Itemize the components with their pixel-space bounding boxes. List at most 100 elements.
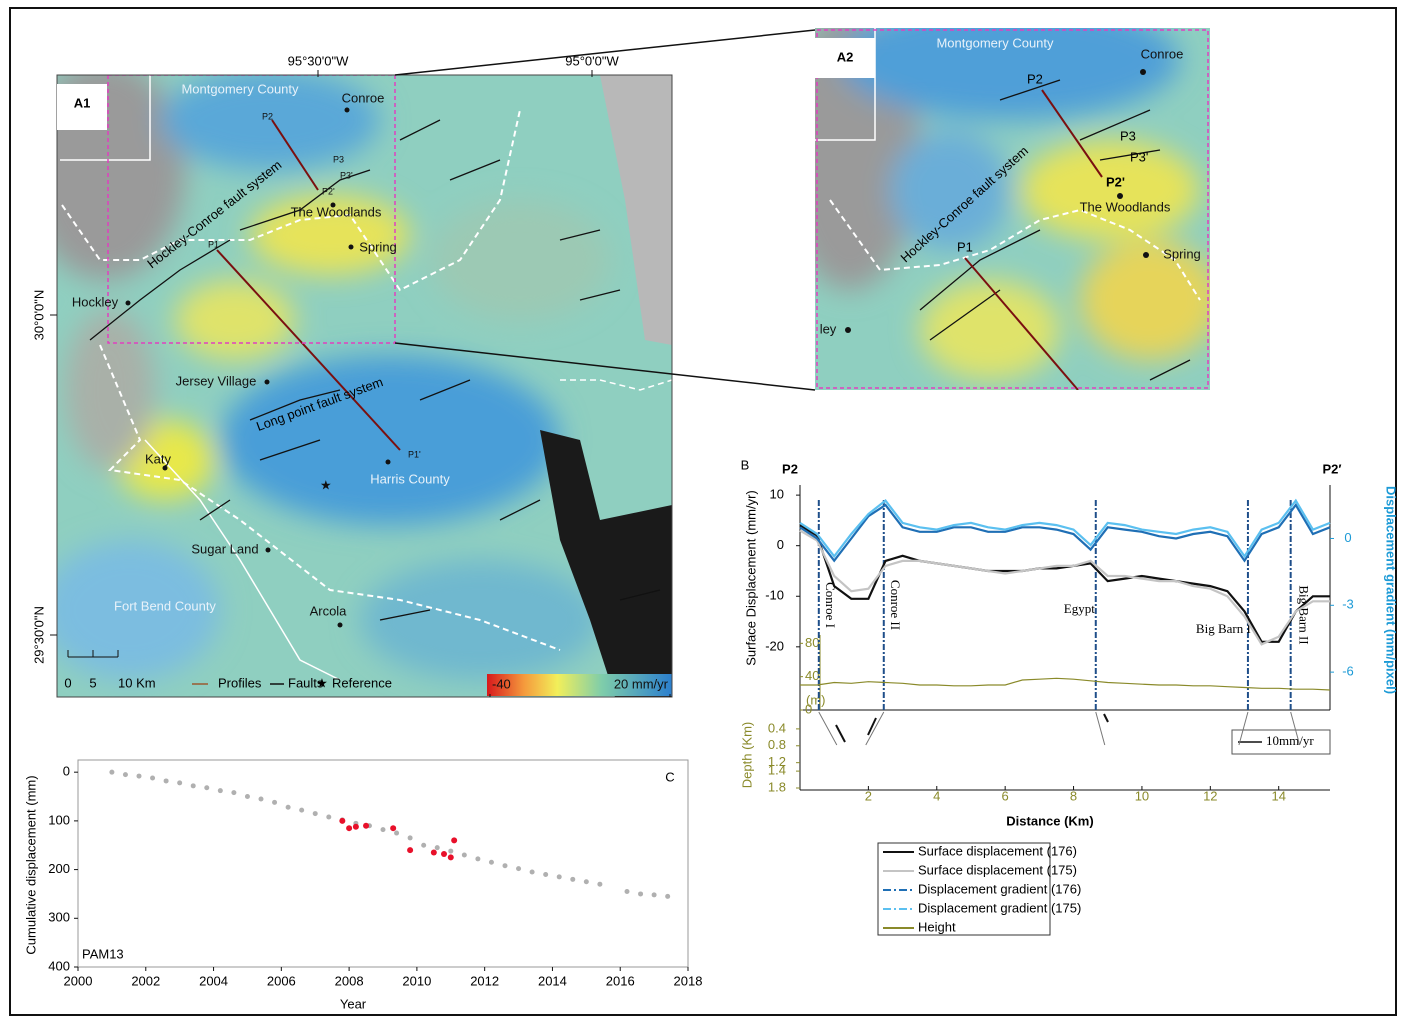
- map-shape: [1143, 252, 1149, 258]
- y-tick-label: 0: [777, 537, 784, 552]
- data-point: [407, 847, 413, 853]
- profile-point: P3: [333, 154, 344, 164]
- data-point: [503, 863, 508, 868]
- legend-label: Displacement gradient (176): [918, 881, 1081, 896]
- x-tick-label: 8: [1070, 788, 1077, 803]
- map-shape: [1117, 193, 1123, 199]
- map-shape: [430, 200, 610, 320]
- data-point: [448, 854, 454, 860]
- place-label: Arcola: [310, 603, 348, 618]
- map-shape: [1140, 69, 1146, 75]
- y-tick-label: 0: [63, 764, 70, 779]
- data-point: [177, 780, 182, 785]
- x-tick-label: 2018: [674, 973, 703, 988]
- data-point: [326, 814, 331, 819]
- map-shape: [1020, 140, 1200, 240]
- legend-label: Displacement gradient (175): [918, 900, 1081, 915]
- place-label: Spring: [359, 239, 397, 254]
- map-shape: [175, 280, 295, 360]
- data-point: [462, 852, 467, 857]
- depth-axis-title: Depth (Km): [739, 722, 754, 788]
- x-tick-label: 2010: [402, 973, 431, 988]
- scale-label: 10mm/yr: [1266, 733, 1314, 748]
- data-point: [272, 800, 277, 805]
- legend-label: Surface displacement (176): [918, 843, 1077, 858]
- place-label: Montgomery County: [181, 81, 299, 96]
- y-tick-label: 300: [48, 910, 70, 925]
- data-point: [137, 774, 142, 779]
- profile-point: P1': [408, 449, 421, 459]
- profile-end: P2′: [1322, 461, 1341, 476]
- page: Subsidence figure { "panel_a1": { "label…: [0, 0, 1406, 1021]
- map-shape: [266, 548, 271, 553]
- legend-star: ★: [316, 675, 328, 690]
- profile-point: P1: [957, 239, 973, 254]
- data-point: [191, 783, 196, 788]
- data-point: [489, 860, 494, 865]
- place-label: Katy: [145, 451, 172, 466]
- x-tick-label: 2002: [131, 973, 160, 988]
- data-point: [150, 776, 155, 781]
- data-point: [638, 891, 643, 896]
- place-label: Hockley: [72, 294, 119, 309]
- x-tick-label: 10: [1135, 788, 1149, 803]
- lat-label: 29°30'0"N: [31, 606, 46, 664]
- fault-label: Conroe II: [888, 580, 903, 630]
- depth-tick-label: 0.8: [768, 737, 786, 752]
- profile-point: P2: [262, 111, 273, 121]
- profile-point: P3': [340, 170, 353, 180]
- place-label: Harris County: [370, 471, 450, 486]
- fault-projection: [819, 712, 837, 745]
- data-point: [597, 882, 602, 887]
- place-label: Jersey Village: [176, 373, 257, 388]
- data-point: [123, 772, 128, 777]
- place-label: Sugar Land: [191, 541, 258, 556]
- legend-label: Height: [918, 919, 956, 934]
- map-shape: [1104, 714, 1108, 722]
- x-tick-label: 2008: [335, 973, 364, 988]
- body: ★ A1 95°30'0"W 95°0'0"W 30°0'0"N 29°30'0…: [0, 0, 1406, 1021]
- scale-label: 5: [89, 675, 96, 690]
- y-tick-label: 10: [770, 487, 784, 502]
- x-tick-label: 2000: [64, 973, 93, 988]
- map-shape: [868, 718, 876, 735]
- map-shape: [338, 623, 343, 628]
- map-shape: [840, 0, 1180, 120]
- colorbar-label: 20 mm/yr: [614, 676, 669, 691]
- data-point: [584, 879, 589, 884]
- x-tick-label: 4: [933, 788, 940, 803]
- data-point: [625, 889, 630, 894]
- map-shape: [920, 280, 1060, 380]
- legend-label: Surface displacement (175): [918, 862, 1077, 877]
- fault-projection: [1096, 712, 1105, 745]
- fault-label: Big Barn I: [1196, 621, 1251, 636]
- profile-point: P2': [322, 186, 335, 196]
- profile-point: P1: [208, 239, 219, 249]
- legend-label: Reference: [332, 675, 392, 690]
- y-tick-label: 200: [48, 861, 70, 876]
- colorbar-label: -40: [492, 676, 511, 691]
- depth-fault-sketch: [836, 714, 1108, 742]
- height-tick-label: 80: [805, 635, 819, 650]
- map-shape: [349, 245, 354, 250]
- data-point: [218, 788, 223, 793]
- x-tick-label: 2012: [470, 973, 499, 988]
- panel-label: A1: [74, 95, 91, 110]
- lon-label: 95°30'0"W: [288, 53, 349, 68]
- x-tick-label: 2016: [606, 973, 635, 988]
- map-shape: [265, 380, 270, 385]
- y2-tick-label: -3: [1342, 597, 1354, 612]
- profile-point: P2': [1106, 174, 1125, 189]
- x-tick-label: 12: [1203, 788, 1217, 803]
- fault-projection: [866, 712, 884, 745]
- data-point: [408, 835, 413, 840]
- series-line: [800, 678, 1330, 690]
- data-point: [441, 851, 447, 857]
- profile-point: P3': [1130, 149, 1148, 164]
- panel-label: C: [665, 769, 674, 784]
- place-label: The Woodlands: [291, 204, 382, 219]
- x-tick-label: 6: [1002, 788, 1009, 803]
- depth-tick-label: 1.8: [768, 779, 786, 794]
- x-axis-title: Distance (Km): [1006, 813, 1093, 828]
- data-point: [164, 778, 169, 783]
